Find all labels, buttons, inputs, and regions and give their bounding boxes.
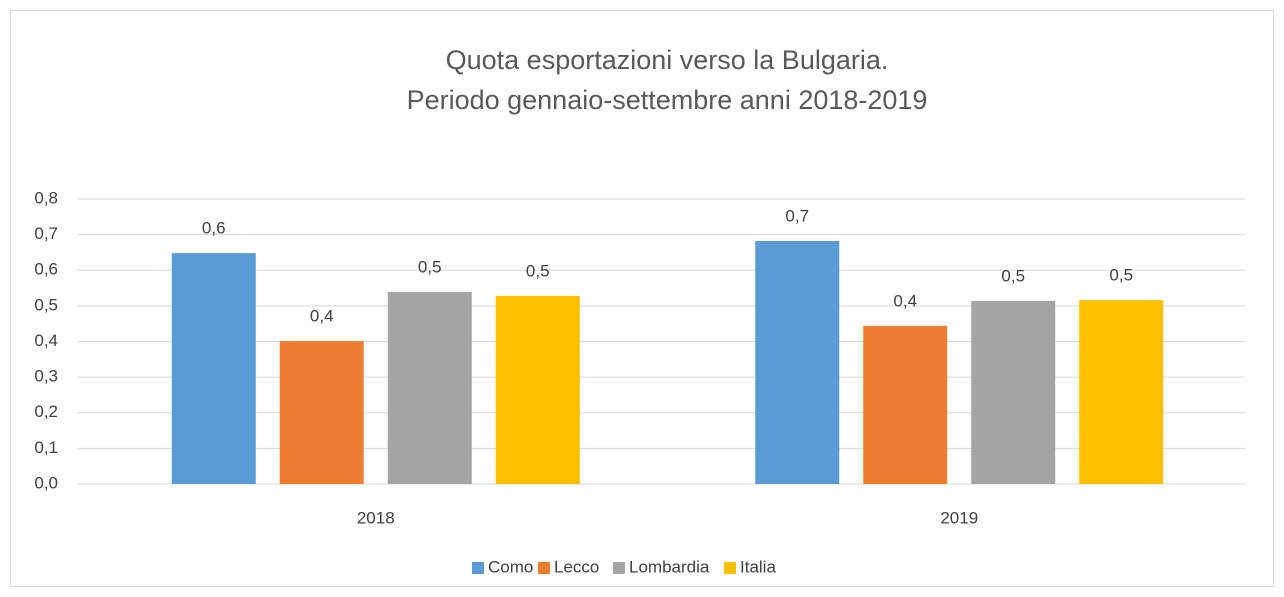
- y-tick-label: 0,2: [34, 402, 58, 421]
- y-tick-label: 0,0: [34, 473, 58, 492]
- y-tick-label: 0,6: [34, 260, 58, 279]
- data-label: 0,5: [1001, 266, 1025, 285]
- bar: [971, 300, 1056, 484]
- x-tick-label: 2019: [940, 508, 978, 527]
- bar: [279, 341, 364, 484]
- chart-title: Periodo gennaio-settembre anni 2018-2019: [407, 85, 928, 115]
- data-label: 0,5: [418, 257, 442, 276]
- legend-swatch: [724, 562, 736, 574]
- bar: [495, 295, 580, 484]
- data-label: 0,4: [310, 307, 334, 326]
- legend-label: Italia: [740, 557, 776, 576]
- chart-title: Quota esportazioni verso la Bulgaria.: [446, 45, 889, 75]
- legend-swatch: [538, 562, 550, 574]
- y-tick-label: 0,8: [34, 188, 58, 207]
- y-tick-label: 0,4: [34, 331, 58, 350]
- bar: [171, 253, 256, 484]
- bar: [755, 241, 840, 484]
- data-label: 0,4: [893, 291, 917, 310]
- legend-swatch: [613, 562, 625, 574]
- bar: [1079, 300, 1164, 484]
- legend-label: Lecco: [554, 557, 599, 576]
- data-label: 0,5: [1109, 266, 1133, 285]
- y-tick-label: 0,3: [34, 367, 58, 386]
- bar: [387, 291, 472, 484]
- data-label: 0,5: [526, 261, 550, 280]
- data-label: 0,6: [202, 219, 226, 238]
- legend-label: Como: [488, 557, 533, 576]
- bar: [863, 325, 948, 484]
- y-tick-label: 0,1: [34, 438, 58, 457]
- y-tick-label: 0,7: [34, 224, 58, 243]
- y-tick-label: 0,5: [34, 295, 58, 314]
- legend-label: Lombardia: [629, 557, 710, 576]
- x-tick-label: 2018: [357, 508, 395, 527]
- legend-swatch: [472, 562, 484, 574]
- data-label: 0,7: [785, 207, 809, 226]
